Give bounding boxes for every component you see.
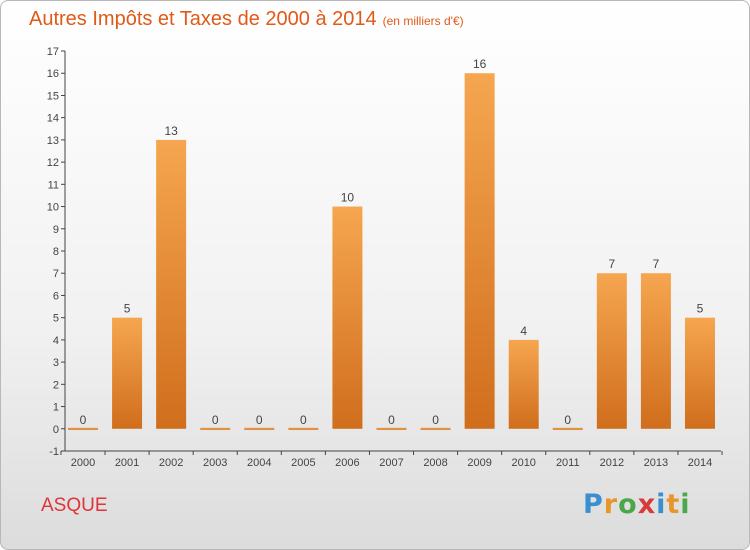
logo-letter: o (618, 489, 638, 520)
y-tick-label: 12 (47, 157, 59, 169)
chart-title-unit: (en milliers d'€) (382, 14, 464, 28)
y-tick-label: 3 (53, 357, 59, 369)
y-tick-label: 14 (47, 113, 59, 125)
chart-title: Autres Impôts et Taxes de 2000 à 2014 (en… (29, 8, 464, 31)
x-tick-label: 2014 (688, 457, 712, 469)
bar-value-label: 0 (564, 413, 571, 427)
x-tick-label: 2007 (379, 457, 403, 469)
bar-value-label: 0 (432, 413, 439, 427)
bar (376, 427, 407, 430)
y-tick-label: 15 (47, 90, 59, 102)
y-tick-label: 0 (53, 424, 59, 436)
x-tick-label: 2013 (644, 457, 668, 469)
proxiti-logo[interactable]: Proxiti (583, 489, 691, 520)
bar (112, 317, 143, 429)
bar (244, 427, 275, 430)
x-tick-label: 2003 (203, 457, 227, 469)
bar-value-label: 7 (653, 257, 660, 271)
y-tick-label: 5 (53, 313, 59, 325)
bar (640, 273, 671, 429)
bar (508, 339, 539, 429)
logo-letter: P (583, 489, 604, 520)
bar-value-label: 7 (608, 257, 615, 271)
bar (684, 317, 715, 429)
logo-letter: i (656, 489, 667, 520)
bar-value-label: 0 (388, 413, 395, 427)
bar-value-label: 5 (697, 302, 704, 316)
y-tick-label: 7 (53, 268, 59, 280)
bar-value-label: 10 (341, 191, 355, 205)
y-tick-label: 17 (47, 46, 59, 58)
y-tick-label: 8 (53, 246, 59, 258)
logo-letter: x (637, 489, 657, 520)
x-tick-label: 2006 (335, 457, 359, 469)
logo-letter: r (603, 489, 619, 520)
x-tick-label: 2009 (467, 457, 491, 469)
bar (596, 273, 627, 429)
y-tick-label: 16 (47, 68, 59, 80)
logo-letter: i (680, 489, 691, 520)
bars: 0 5 13 0 0 0 10 0 0 16 4 0 7 7 5 (68, 57, 715, 430)
logo-letter: t (666, 489, 681, 520)
y-tick-label: 6 (53, 290, 59, 302)
x-tick-label: 2011 (556, 457, 580, 469)
y-tick-label: 13 (47, 135, 59, 147)
x-tick-label: 2002 (159, 457, 183, 469)
bar (200, 427, 231, 430)
bar-value-label: 13 (164, 124, 178, 138)
x-tick-label: 2000 (71, 457, 95, 469)
bar-value-label: 0 (212, 413, 219, 427)
x-tick-label: 2012 (600, 457, 624, 469)
bar-value-label: 0 (300, 413, 307, 427)
bar-value-label: 0 (80, 413, 87, 427)
bar (552, 427, 583, 430)
bar (464, 73, 495, 429)
y-tick-label: 2 (53, 379, 59, 391)
bar-value-label: 5 (124, 302, 131, 316)
bar (332, 206, 363, 429)
y-tick-label: 1 (53, 402, 59, 414)
bar (156, 139, 187, 429)
y-tick-label: 9 (53, 224, 59, 236)
y-tick-label: 11 (48, 179, 59, 191)
x-axis: 2000 2001 2002 2003 2004 2005 2006 2007 2008 2009… (60, 450, 723, 469)
commune-name: ASQUE (41, 495, 108, 516)
x-tick-label: 2008 (423, 457, 447, 469)
bar-value-label: 0 (256, 413, 263, 427)
bar-value-label: 16 (473, 57, 487, 71)
y-tick-label: 10 (47, 202, 59, 214)
bar (288, 427, 319, 430)
x-tick-label: 2005 (291, 457, 315, 469)
y-tick-label: 4 (53, 335, 59, 347)
y-tick-label: -1 (49, 446, 59, 458)
x-tick-label: 2010 (511, 457, 535, 469)
bar (68, 427, 98, 430)
bar (420, 427, 451, 430)
x-tick-label: 2001 (115, 457, 139, 469)
chart-title-main: Autres Impôts et Taxes de 2000 à 2014 (29, 8, 377, 30)
x-tick-label: 2004 (247, 457, 271, 469)
bar-value-label: 4 (520, 324, 527, 338)
